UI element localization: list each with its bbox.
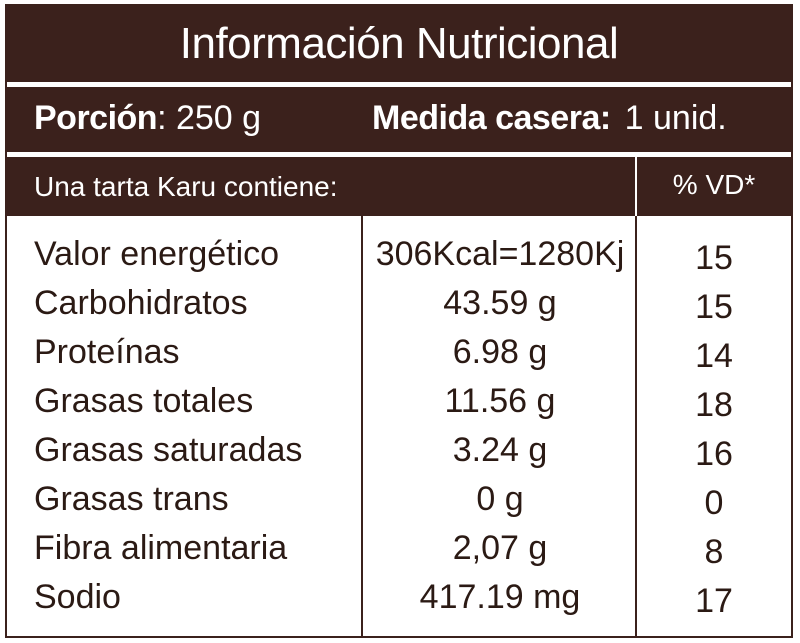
portion-value: 250 g [175,99,262,137]
table-row: Sodio 417.19 mg 17 [7,572,791,621]
nutrient-name: Proteínas [34,333,180,371]
header-column-divider [635,157,637,216]
nutrient-name: Valor energético [34,235,280,273]
nutrient-amount: 417.19 mg [419,578,581,616]
title-separator [7,82,791,85]
nutrient-amount: 3.24 g [452,431,548,469]
nutrient-daily-value: 18 [695,386,733,424]
nutrient-name: Fibra alimentaria [34,529,288,567]
table-row: Carbohidratos 43.59 g 15 [7,278,791,327]
nutrient-daily-value: 8 [704,533,724,571]
nutrient-table: Valor energético 306Kcal=1280Kj 15 Carbohid… [7,229,791,621]
nutrient-amount: 6.98 g [452,333,548,371]
nutrient-amount: 43.59 g [443,284,557,322]
contains-label: Una tarta Karu contiene: [34,171,338,202]
title-bar: Información Nutricional [7,6,791,82]
household-measure: Medida casera: 1 unid. [372,99,727,138]
nutrition-facts-panel: Información Nutricional Porción: 250 g M… [5,4,793,638]
nutrient-daily-value: 0 [704,484,724,522]
column-divider-amount [361,216,363,636]
nutrient-name: Grasas saturadas [34,431,303,469]
nutrition-title: Información Nutricional [179,19,619,68]
table-row: Valor energético 306Kcal=1280Kj 15 [7,229,791,278]
nutrient-name: Grasas trans [34,480,229,518]
column-divider-vd [635,216,637,636]
nutrient-amount: 0 g [476,480,524,518]
nutrient-amount: 11.56 g [444,382,556,420]
nutrient-amount: 306Kcal=1280Kj [375,235,625,273]
nutrient-daily-value: 17 [695,582,733,620]
portion-separator [7,152,791,155]
table-row: Grasas saturadas 3.24 g 16 [7,425,791,474]
vd-column-header: % VD* [672,169,756,200]
nutrient-amount: 2,07 g [452,529,548,567]
nutrient-daily-value: 15 [695,239,733,277]
portion-info: Porción: 250 g [34,99,261,138]
table-row: Grasas totales 11.56 g 18 [7,376,791,425]
nutrient-daily-value: 16 [695,435,733,473]
nutrient-daily-value: 15 [695,288,733,326]
table-row: Proteínas 6.98 g 14 [7,327,791,376]
portion-label: Porción [34,99,158,137]
table-row: Grasas trans 0 g 0 [7,474,791,523]
table-row: Fibra alimentaria 2,07 g 8 [7,523,791,572]
nutrient-name: Sodio [34,578,121,616]
nutrient-daily-value: 14 [695,337,733,375]
household-value: 1 unid. [624,99,727,137]
portion-bar: Porción: 250 g Medida casera: 1 unid. [7,87,791,152]
household-label: Medida casera: [372,99,611,137]
nutrient-name: Grasas totales [34,382,254,420]
portion-colon: : [157,99,167,137]
nutrient-name: Carbohidratos [34,284,248,322]
contains-header: Una tarta Karu contiene: % VD* [7,157,791,216]
